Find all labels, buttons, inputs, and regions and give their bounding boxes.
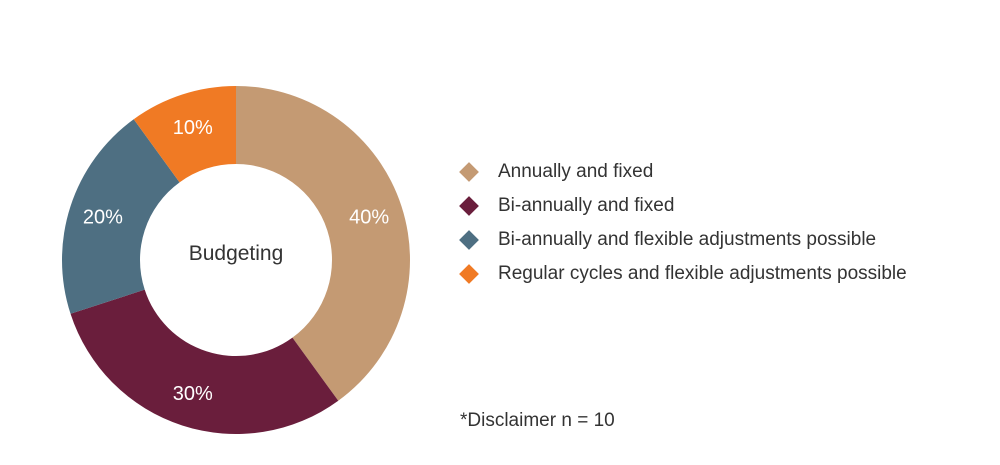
donut-slices: [61, 86, 410, 434]
slice-value-label-3: 10%: [173, 117, 213, 139]
donut-slice-1: [70, 289, 339, 434]
slice-value-label-0: 40%: [349, 207, 389, 229]
legend-item-biannually-flexible: Bi-annually and flexible adjustments pos…: [458, 223, 907, 257]
legend-item-regular-flexible: Regular cycles and flexible adjustments …: [458, 257, 907, 291]
legend-label: Annually and fixed: [498, 161, 654, 182]
disclaimer-footnote: *Disclaimer n = 10: [460, 410, 615, 431]
donut-slice-0: [236, 86, 410, 401]
donut-slice-2: [61, 119, 180, 314]
legend-marker: [459, 230, 479, 250]
legend: Annually and fixed Bi-annually and fixed…: [458, 155, 907, 291]
legend-item-biannually-fixed: Bi-annually and fixed: [458, 189, 907, 223]
legend-label: Bi-annually and flexible adjustments pos…: [498, 229, 877, 250]
legend-label: Bi-annually and fixed: [498, 195, 675, 216]
slice-labels: 40% 30% 20% 10%: [83, 117, 390, 405]
donut-chart: 40% 30% 20% 10% Budgeting: [61, 86, 410, 434]
legend-item-annually-fixed: Annually and fixed: [458, 155, 907, 189]
legend-marker: [459, 264, 479, 284]
legend-marker: [459, 162, 479, 182]
slice-value-label-1: 30%: [173, 383, 213, 405]
slice-value-label-2: 20%: [83, 207, 123, 229]
donut-slice-3: [133, 86, 236, 183]
donut-center-label: Budgeting: [189, 242, 284, 265]
legend-label: Regular cycles and flexible adjustments …: [498, 263, 907, 284]
legend-marker: [459, 196, 479, 216]
